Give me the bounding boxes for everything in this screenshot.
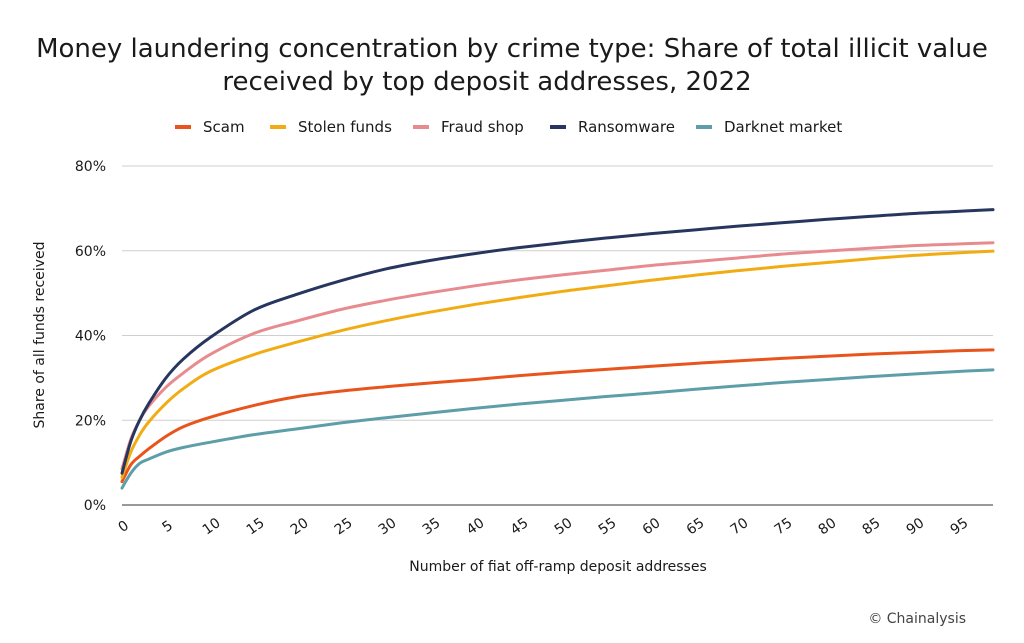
y-tick-label: 60%: [75, 244, 106, 260]
y-axis-label: Share of all funds received: [32, 242, 48, 429]
x-axis-label: Number of fiat off-ramp deposit addresse…: [409, 559, 707, 575]
x-tick-label: 10: [200, 515, 224, 538]
legend-label-darknet-market: Darknet market: [724, 118, 842, 136]
legend-label-stolen-funds: Stolen funds: [298, 118, 392, 136]
chart-legend: Scam Stolen funds Fraud shop Ransomware Dark…: [175, 118, 842, 136]
legend-label-ransomware: Ransomware: [578, 118, 675, 136]
series-line-stolen-funds: [120, 249, 995, 479]
x-tick-label: 55: [596, 515, 620, 538]
x-tick-label: 5: [159, 518, 175, 536]
series-line-fraud-shop: [120, 241, 995, 471]
x-tick-label: 40: [464, 515, 488, 538]
x-tick-label: 75: [772, 515, 796, 538]
y-tick-label: 80%: [75, 159, 106, 175]
x-tick-label: 90: [904, 515, 928, 538]
x-tick-label: 95: [948, 515, 972, 538]
x-tick-label: 60: [640, 515, 664, 538]
x-tick-label: 0: [115, 518, 131, 536]
x-tick-label: 50: [552, 515, 576, 538]
legend-label-fraud-shop: Fraud shop: [441, 118, 524, 136]
x-tick-label: 65: [684, 515, 708, 538]
x-tick-label: 85: [860, 515, 884, 538]
y-axis-ticks: 0% 20% 40% 60% 80%: [75, 159, 106, 514]
chart-title-line-2: received by top deposit addresses, 2022: [222, 67, 751, 97]
source-credit: © Chainalysis: [868, 611, 966, 627]
x-tick-label: 15: [244, 515, 268, 538]
legend-label-scam: Scam: [203, 118, 245, 136]
x-tick-label: 70: [728, 515, 752, 538]
series-line-darknet-market: [120, 368, 995, 490]
chart-series: [120, 208, 995, 490]
x-tick-label: 45: [508, 515, 532, 538]
y-tick-label: 40%: [75, 329, 106, 345]
x-tick-label: 80: [816, 515, 840, 538]
x-tick-label: 25: [332, 515, 356, 538]
x-tick-label: 30: [376, 515, 400, 538]
y-tick-label: 20%: [75, 413, 106, 429]
x-tick-label: 35: [420, 515, 444, 538]
y-tick-label: 0%: [84, 498, 106, 514]
series-line-ransomware: [120, 208, 995, 475]
x-tick-label: 20: [288, 515, 312, 538]
x-axis-ticks: 0 5 10 15 20 25 30 35 40 45 50 55 60 65 70 75 80 85 90 95: [115, 515, 971, 538]
series-line-scam: [120, 348, 995, 484]
chart-title-line-1: Money laundering concentration by crime …: [36, 34, 988, 64]
